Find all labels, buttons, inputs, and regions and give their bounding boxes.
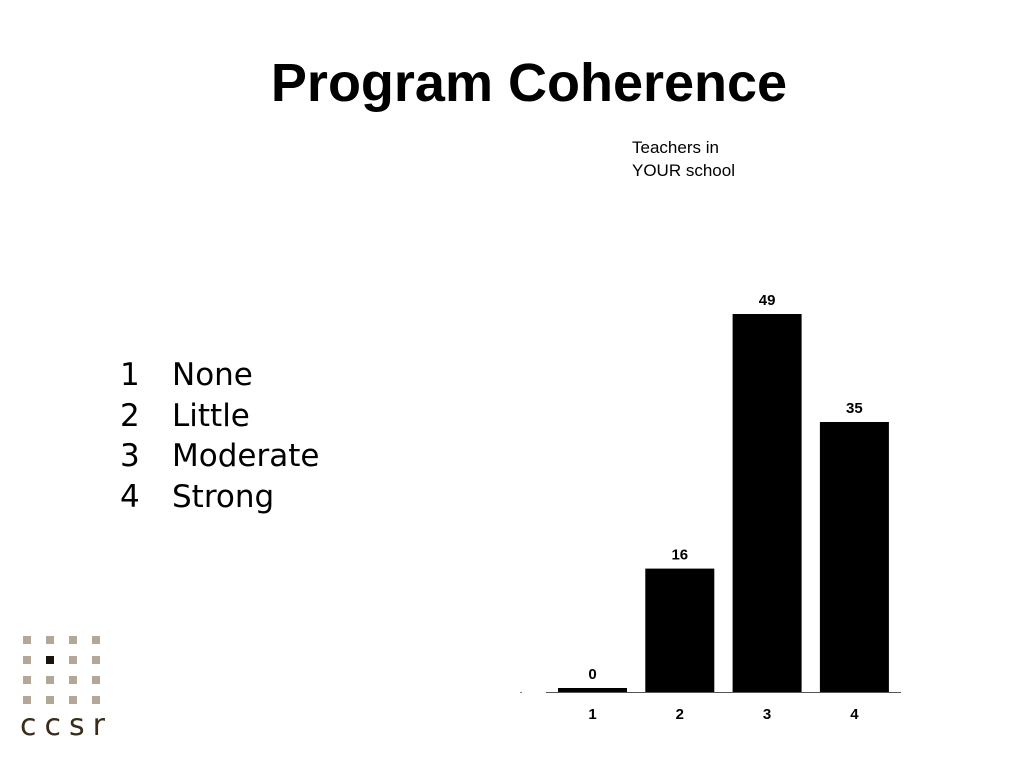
x-tick-label-1: 1: [588, 706, 596, 723]
x-tick-label-4: 4: [850, 706, 859, 723]
bar-4: [819, 422, 889, 692]
data-label-3: 49: [759, 292, 776, 309]
logo-square: [46, 696, 54, 704]
logo-square: [23, 656, 31, 664]
x-tick-label-2: 2: [676, 706, 684, 723]
legend-label: Strong: [172, 479, 275, 516]
legend-item: 2 Little: [120, 396, 319, 437]
data-label-4: 35: [846, 400, 863, 417]
legend-item: 3 Moderate: [120, 436, 319, 477]
logo-square: [69, 656, 77, 664]
slide-title: Program Coherence: [270, 53, 788, 113]
legend-label: Little: [172, 397, 250, 434]
logo-square: [92, 656, 100, 664]
logo-square: [92, 636, 100, 644]
data-label-2: 16: [671, 547, 688, 564]
rating-legend: 1 None 2 Little 3 Moderate 4 Strong: [120, 355, 319, 518]
logo-square: [92, 676, 100, 684]
logo-square: [69, 636, 77, 644]
logo-square-dark: [46, 656, 54, 664]
logo-square: [69, 696, 77, 704]
data-label-1: 0: [588, 666, 596, 683]
axis-origin-mark: [520, 692, 522, 693]
bar-1: [558, 688, 627, 692]
ccsr-logo: ccsr: [20, 636, 113, 742]
logo-square-grid: [23, 636, 113, 704]
logo-square: [69, 676, 77, 684]
bar-3: [732, 314, 802, 692]
logo-square: [92, 696, 100, 704]
x-tick-label-3: 3: [763, 706, 771, 723]
legend-item: 1 None: [120, 355, 319, 396]
legend-label: None: [172, 357, 253, 393]
chart-title: Teachers in YOUR school: [632, 138, 735, 180]
legend-label: Moderate: [172, 438, 320, 475]
legend-number: 4: [120, 479, 140, 516]
legend-number: 3: [120, 438, 140, 475]
legend-number: 1: [120, 357, 140, 393]
logo-text: ccsr: [20, 708, 113, 743]
bar-2: [645, 568, 715, 692]
legend-number: 2: [120, 397, 140, 434]
logo-square: [23, 696, 31, 704]
logo-square: [23, 636, 31, 644]
logo-square: [46, 636, 54, 644]
logo-square: [23, 676, 31, 684]
logo-square: [46, 676, 54, 684]
legend-item: 4 Strong: [120, 477, 319, 518]
